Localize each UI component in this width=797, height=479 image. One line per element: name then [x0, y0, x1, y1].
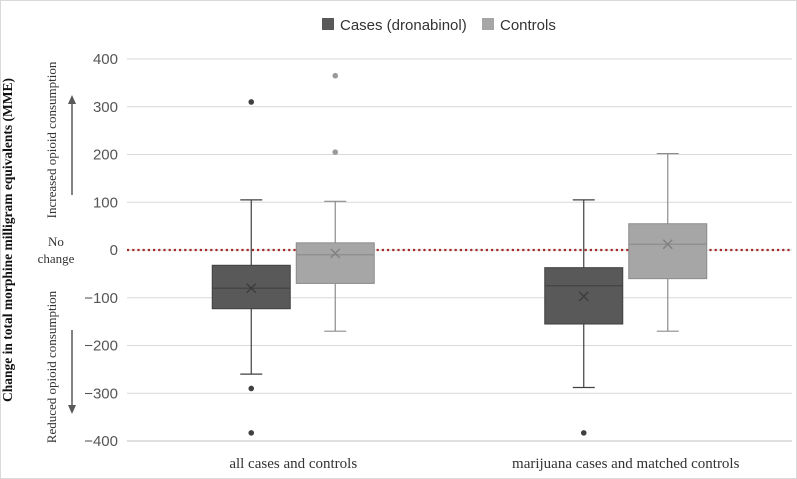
- y-tick-label: −400: [84, 433, 118, 450]
- x-axis: all cases and controls marijuana cases an…: [229, 456, 739, 472]
- legend-swatch-cases: [322, 18, 334, 30]
- outlier-point: [580, 430, 587, 436]
- y-tick-label: 400: [93, 51, 118, 68]
- reduced-annotation: Reduced opioid consumption: [44, 290, 59, 443]
- y-tick-label: −100: [84, 290, 118, 307]
- x-category-label: marijuana cases and matched controls: [512, 456, 740, 472]
- direction-annotations: Increased opioid consumption Reduced opi…: [38, 61, 76, 443]
- mean-marker: [330, 248, 341, 259]
- y-tick-label: −300: [84, 385, 118, 402]
- box-cases: [211, 99, 291, 436]
- legend: Cases (dronabinol) Controls: [322, 17, 556, 34]
- y-tick-label: 300: [93, 99, 118, 116]
- no-change-label-line2: change: [38, 251, 75, 266]
- y-tick-label: −200: [84, 338, 118, 355]
- y-tick-label: 200: [93, 147, 118, 164]
- y-axis: 400 300 200 100 0 −100 −200 −300 −400: [84, 51, 118, 450]
- no-change-label-line1: No: [48, 234, 64, 249]
- y-axis-title: Change in total morphine milligram equiv…: [0, 78, 15, 402]
- y-tick-label: 0: [110, 242, 118, 259]
- box-controls: [628, 152, 708, 332]
- iqr-box: [628, 223, 708, 280]
- outlier-point: [332, 149, 339, 155]
- iqr-box: [211, 264, 291, 310]
- outlier-point: [248, 430, 255, 436]
- mean-marker: [662, 239, 673, 250]
- grid: [127, 58, 792, 442]
- x-category-label: all cases and controls: [229, 456, 357, 472]
- legend-label-cases: Cases (dronabinol): [340, 17, 467, 34]
- box-cases: [544, 199, 624, 436]
- up-arrow-icon: [68, 95, 76, 104]
- mean-marker: [578, 291, 589, 302]
- outlier-point: [332, 72, 339, 79]
- box-controls: [295, 72, 375, 332]
- outlier-point: [248, 385, 255, 392]
- down-arrow-icon: [68, 405, 76, 414]
- outlier-point: [248, 99, 255, 105]
- increased-annotation: Increased opioid consumption: [44, 61, 59, 218]
- mean-marker: [246, 283, 257, 294]
- legend-label-controls: Controls: [500, 17, 556, 34]
- y-tick-label: 100: [93, 194, 118, 211]
- plot-area: [211, 72, 708, 436]
- legend-swatch-controls: [482, 18, 494, 30]
- iqr-box: [295, 242, 375, 284]
